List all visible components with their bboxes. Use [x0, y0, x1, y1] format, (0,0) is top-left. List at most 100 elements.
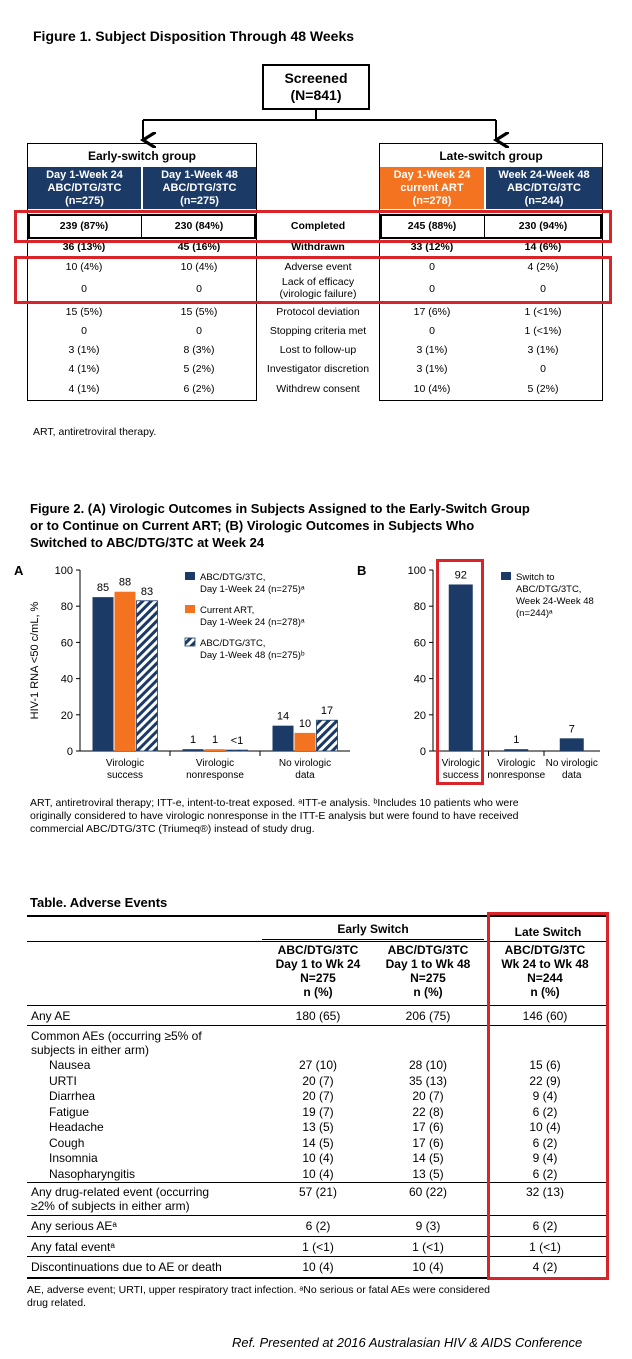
disposition-value: 15 (5%) [180, 306, 218, 318]
disposition-value: 4 (1%) [68, 363, 100, 375]
y-tick-label: 60 [414, 637, 426, 649]
table-column-header: Day 1 to Wk 48 [385, 957, 471, 971]
table-row-label: Any drug-related event (occurring [31, 1185, 210, 1199]
disposition-value: 0 [429, 325, 435, 337]
category-label: success [443, 770, 479, 781]
disposition-value: 10 (4%) [65, 261, 103, 273]
table-cell: 14 (5) [412, 1151, 444, 1165]
bar-value-label: 17 [321, 705, 333, 717]
y-tick-label: 60 [61, 637, 73, 649]
table-cell: 180 (65) [295, 1009, 341, 1023]
legend-label: Current ART, [200, 605, 254, 616]
disposition-value: 36 (13%) [62, 241, 106, 253]
bar [92, 597, 114, 751]
disposition-value: 5 (2%) [527, 383, 559, 395]
table-row-label: Insomnia [49, 1151, 98, 1165]
table-cell: 17 (6) [412, 1120, 444, 1134]
table-cell: 17 (6) [412, 1135, 444, 1150]
disposition-value: 0 [429, 283, 435, 295]
disposition-value: 230 (84%) [174, 220, 224, 232]
bar [204, 749, 226, 751]
table-column-header: n (%) [530, 985, 560, 999]
table-row-label: subjects in either arm) [31, 1043, 150, 1057]
y-tick-label: 100 [408, 565, 426, 577]
early-completed-box [28, 214, 256, 239]
y-tick-label: 100 [55, 565, 73, 577]
category-label: nonresponse [487, 770, 545, 781]
chart-panel-a: A 0 20 40 60 80 100 HIV-1 RNA <50 c/mL, % Virolo… [14, 563, 350, 781]
legend-swatch [185, 605, 195, 613]
disposition-value: 17 (6%) [413, 306, 451, 318]
table-row-label: Any AE [31, 1009, 71, 1023]
bar [272, 725, 294, 751]
table-rule [27, 1277, 608, 1279]
figure2-title-line: Figure 2. (A) Virologic Outcomes in Subj… [30, 501, 530, 516]
figure2-footnote-line: ART, antiretroviral therapy; ITT-e, inte… [30, 797, 519, 809]
highlight-completed [14, 210, 612, 243]
table-cell: 57 (21) [298, 1185, 338, 1199]
table-cell: 28 (10) [408, 1058, 448, 1072]
table-row-label: Diarrhea [49, 1089, 96, 1103]
table-row-label: Nasopharyngitis [49, 1166, 136, 1181]
disposition-row-label: Withdrew consent [258, 383, 378, 395]
col-header-line: (n=244) [524, 195, 564, 207]
disposition-row-label-line: (virologic failure) [279, 288, 357, 300]
table-cell: 22 (8) [412, 1104, 444, 1119]
legend-label: ABC/DTG/3TC, [200, 638, 265, 649]
table-cell: 6 (2) [532, 1104, 558, 1119]
y-tick-label: 20 [61, 710, 73, 722]
legend-label: Switch to [516, 572, 555, 583]
col-header-line: ABC/DTG/3TC [162, 182, 237, 194]
bar-value-label: 83 [141, 586, 153, 598]
table-cell: 206 (75) [405, 1009, 451, 1023]
highlight-late-switch [487, 912, 609, 1280]
bar-value-label: 14 [277, 711, 289, 723]
legend-swatch [184, 637, 196, 647]
col-header-late-current-art: Day 1-Week 24 current ART (n=278) [380, 167, 484, 209]
table-cell: 10 (4) [302, 1166, 334, 1181]
table-top-rule [27, 915, 608, 917]
early-switch-frame [27, 143, 257, 401]
table-footnote-line: AE, adverse event; URTI, upper respirato… [27, 1284, 491, 1296]
table-cell: 60 (22) [408, 1185, 448, 1199]
screened-box: Screened (N=841) [262, 64, 370, 110]
table-cell: 6 (2) [532, 1135, 558, 1150]
early-group-label: Early-switch group [87, 149, 197, 163]
table-cell: 19 (7) [302, 1104, 334, 1119]
table-cell: 1 (<1) [412, 1240, 444, 1254]
disposition-value: 45 (16%) [177, 241, 221, 253]
bar-value-label: 1 [190, 734, 196, 746]
category-label: Virologic [442, 758, 480, 769]
table-rule [27, 1236, 608, 1237]
disposition-row-label: Lost to follow-up [258, 344, 378, 356]
bar [559, 738, 584, 751]
table-title: Table. Adverse Events [30, 895, 168, 910]
col-header-line: Day 1-Week 48 [161, 169, 238, 181]
table-row-label: Any fatal eventᵃ [31, 1240, 115, 1254]
disposition-row-label: Lack of efficacy (virologic failure) [258, 276, 378, 300]
late-group-label: Late-switch group [439, 149, 543, 163]
legend-label: (n=244)ᵃ [516, 608, 553, 619]
disposition-value: 4 (1%) [68, 383, 100, 395]
legend-label: ABC/DTG/3TC, [516, 584, 581, 595]
disposition-value: 0 [196, 325, 202, 337]
table-cell: 9 (4) [532, 1151, 558, 1165]
y-tick-label: 80 [414, 601, 426, 613]
table-rule [27, 1256, 608, 1257]
disposition-value: 3 (1%) [416, 363, 448, 375]
bar-value-label: 1 [212, 734, 218, 746]
legend-label: Day 1-Week 48 (n=275)ᵇ [200, 650, 305, 661]
disposition-value: 10 (4%) [413, 383, 451, 395]
bar [114, 591, 136, 751]
table-footnote: AE, adverse event; URTI, upper respirato… [27, 1284, 622, 1310]
y-axis-label: HIV-1 RNA <50 c/mL, % [29, 601, 41, 719]
category-label: data [562, 770, 582, 781]
col-header-line: (n=275) [180, 195, 219, 207]
table-rule [27, 1025, 608, 1026]
bar-value-label: 7 [569, 723, 575, 735]
late-switch-header: Late Switch [514, 925, 582, 939]
table-row-label: Cough [49, 1135, 85, 1150]
late-switch-frame [379, 143, 603, 401]
table-column-header: n (%) [413, 985, 443, 999]
category-label: data [295, 770, 315, 781]
